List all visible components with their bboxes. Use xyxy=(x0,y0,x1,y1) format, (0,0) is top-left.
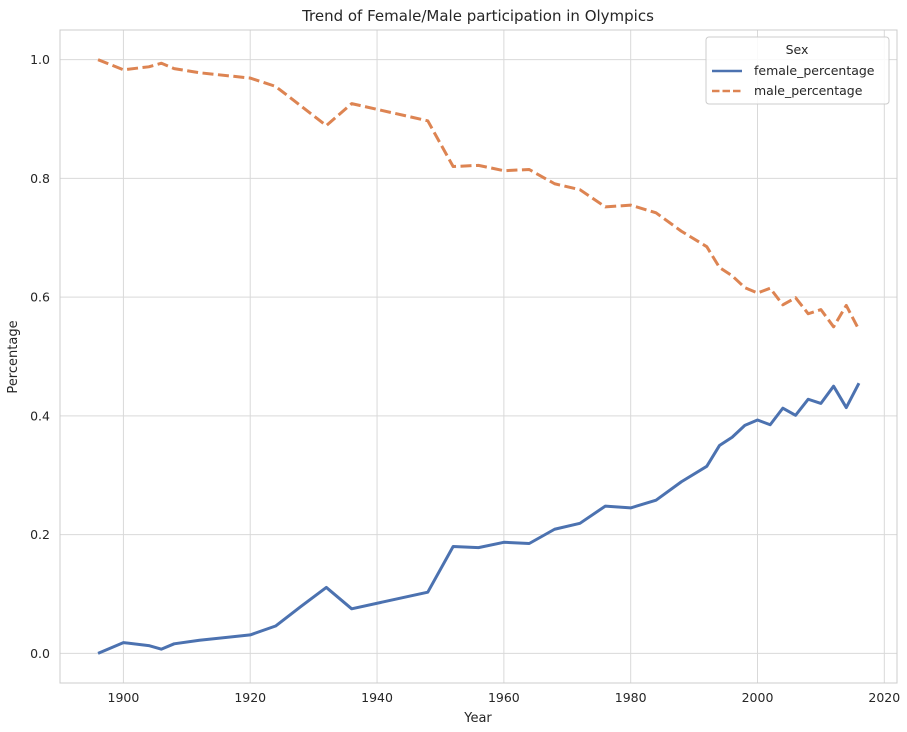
x-tick-label: 1940 xyxy=(361,690,393,705)
series-female_percentage xyxy=(97,382,861,655)
y-tick-label: 0.8 xyxy=(30,171,50,186)
y-tick-label: 1.0 xyxy=(30,52,50,67)
x-tick-label: 1960 xyxy=(488,690,520,705)
x-tick-label: 1980 xyxy=(615,690,647,705)
series-lines xyxy=(97,58,861,655)
x-tick-label: 1900 xyxy=(108,690,140,705)
x-tick-label: 2000 xyxy=(742,690,774,705)
y-tick-label: 0.2 xyxy=(30,527,50,542)
series-male_percentage xyxy=(97,58,861,331)
y-tick-label: 0.4 xyxy=(30,408,50,423)
y-tick-label: 0.0 xyxy=(30,646,50,661)
y-tick-label: 0.6 xyxy=(30,290,50,305)
x-tick-label: 1920 xyxy=(234,690,266,705)
y-axis-label: Percentage xyxy=(6,320,21,393)
x-tick-label: 2020 xyxy=(868,690,900,705)
axes-frame xyxy=(59,29,898,684)
x-axis-label: Year xyxy=(463,711,492,726)
legend-box xyxy=(705,36,890,105)
legend-title: Sex xyxy=(786,42,809,57)
legend: Sex female_percentage male_percentage xyxy=(705,36,890,105)
legend-label-male: male_percentage xyxy=(754,83,863,98)
legend-label-female: female_percentage xyxy=(754,63,875,78)
chart-title: Trend of Female/Male participation in Ol… xyxy=(301,7,654,25)
tick-labels: 1900 1920 1940 1960 1980 2000 2020 0.0 0.2 0.4 0.6… xyxy=(30,52,900,705)
